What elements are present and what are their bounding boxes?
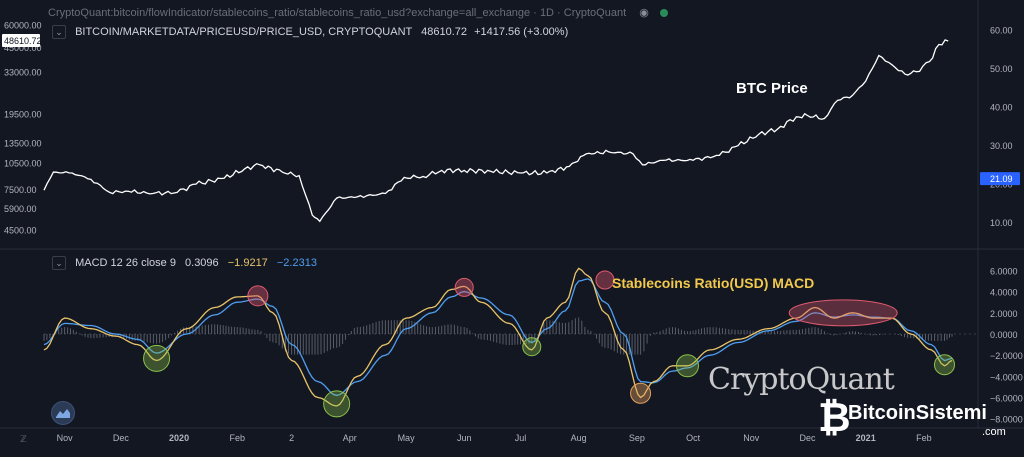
macd-axis-tick-7: −8.0000 xyxy=(990,415,1023,425)
macd-legend: ⌄ MACD 12 26 close 9 0.3096 −1.9217 −2.2… xyxy=(52,256,317,270)
cryptoquant-watermark: CryptoQuant xyxy=(708,362,895,397)
x-axis-label-4: 2 xyxy=(289,433,294,443)
x-axis-label-12: Nov xyxy=(743,433,760,443)
bitcoin-icon: ₿ xyxy=(818,395,851,441)
left-axis-tick-3: 19500.00 xyxy=(4,109,42,119)
right-axis-tick-2: 40.00 xyxy=(990,102,1013,112)
bitcoinsistemi-name: BitcoinSistemi xyxy=(848,402,987,424)
price-legend-symbol: BITCOIN/MARKETDATA/PRICEUSD/PRICE_USD, C… xyxy=(75,25,413,38)
left-axis-last-box xyxy=(2,34,40,48)
x-axis-label-1: Dec xyxy=(113,433,130,443)
red-highlight-circle-1 xyxy=(454,277,474,297)
green-highlight-circle-2 xyxy=(522,337,542,357)
price-legend: ⌄ BITCOIN/MARKETDATA/PRICEUSD/PRICE_USD,… xyxy=(52,25,568,39)
green-highlight-circle-4 xyxy=(933,354,955,376)
macd-axis-tick-4: −2.0000 xyxy=(990,351,1023,361)
red-highlight-ellipse xyxy=(788,299,898,327)
left-axis-tick-1: 45000.00 xyxy=(4,43,42,53)
x-axis-label-15: Feb xyxy=(916,433,932,443)
chevron-down-icon[interactable]: ⌄ xyxy=(52,25,66,39)
tradingview-logo-icon[interactable] xyxy=(51,401,75,425)
x-axis-label-6: May xyxy=(398,433,416,443)
macd-axis-tick-3: 0.0000 xyxy=(990,330,1018,340)
chart-header-title: CryptoQuant:bitcoin/flowIndicator/stable… xyxy=(48,7,627,19)
right-axis-tick-1: 50.00 xyxy=(990,64,1013,74)
x-axis-label-7: Jun xyxy=(457,433,472,443)
right-axis-last-value: 21.09 xyxy=(990,174,1013,184)
bitcoinsistemi-dotcom: .com xyxy=(982,426,1006,438)
stable-ratio-annotation: Stablecoins Ratio(USD) MACD xyxy=(612,275,815,291)
x-axis-label-3: Feb xyxy=(229,433,245,443)
orange-highlight-circle xyxy=(630,382,652,404)
right-axis-tick-5: 10.00 xyxy=(990,218,1013,228)
red-highlight-circle-2 xyxy=(595,270,615,290)
macd-axis-tick-6: −6.0000 xyxy=(990,394,1023,404)
left-axis-last-value: 48610.72 xyxy=(4,36,42,46)
x-axis-label-5: Apr xyxy=(343,433,357,443)
left-axis-tick-8: 4500.00 xyxy=(4,226,37,236)
macd-legend-name: MACD 12 26 close 9 xyxy=(75,256,176,269)
macd-legend-hist: 0.3096 xyxy=(185,256,219,269)
macd-axis-tick-0: 6.0000 xyxy=(990,266,1018,276)
macd-legend-macd: −1.9217 xyxy=(227,256,268,269)
green-highlight-circle-0 xyxy=(143,344,171,372)
status-dot-icon xyxy=(659,9,668,18)
left-axis-tick-5: 10500.00 xyxy=(4,159,42,169)
left-axis-tick-7: 5900.00 xyxy=(4,204,37,214)
left-axis-tick-4: 13500.00 xyxy=(4,139,42,149)
right-axis-tick-3: 30.00 xyxy=(990,141,1013,151)
chevron-down-icon[interactable]: ⌄ xyxy=(52,256,66,270)
macd-axis-tick-1: 4.0000 xyxy=(990,288,1018,298)
green-highlight-circle-3 xyxy=(675,354,699,378)
red-highlight-circle-0 xyxy=(247,285,269,307)
green-highlight-circle-1 xyxy=(323,390,351,418)
price-legend-value: 48610.72 xyxy=(421,25,467,38)
x-axis-label-8: Jul xyxy=(515,433,527,443)
right-axis-last-box xyxy=(980,172,1020,186)
macd-axis-tick-2: 2.0000 xyxy=(990,309,1018,319)
bitcoinsistemi-logo: ₿ BitcoinSistemi .com xyxy=(818,396,1024,446)
right-axis-tick-0: 60.00 xyxy=(990,26,1013,36)
macd-line xyxy=(43,267,953,407)
macd-axis-tick-5: −4.0000 xyxy=(990,372,1023,382)
chart-header: CryptoQuant:bitcoin/flowIndicator/stable… xyxy=(48,6,668,19)
scale-settings-icon[interactable]: ℤ xyxy=(20,434,27,444)
btc-price-line xyxy=(43,39,949,223)
x-axis-label-2: 2020 xyxy=(169,433,189,443)
eye-icon[interactable]: ◉ xyxy=(639,7,649,19)
btc-price-annotation: BTC Price xyxy=(736,80,808,97)
x-axis-label-14: 2021 xyxy=(856,433,876,443)
macd-legend-signal: −2.2313 xyxy=(276,256,317,269)
x-axis-label-9: Aug xyxy=(571,433,587,443)
left-axis-tick-0: 60000.00 xyxy=(4,20,42,30)
x-axis-label-0: Nov xyxy=(57,433,74,443)
x-axis-label-13: Dec xyxy=(800,433,817,443)
left-axis-tick-2: 33000.00 xyxy=(4,68,42,78)
left-axis-tick-6: 7500.00 xyxy=(4,185,37,195)
x-axis-label-10: Sep xyxy=(629,433,645,443)
price-legend-change: +1417.56 (+3.00%) xyxy=(474,25,569,38)
x-axis-label-11: Oct xyxy=(686,433,701,443)
